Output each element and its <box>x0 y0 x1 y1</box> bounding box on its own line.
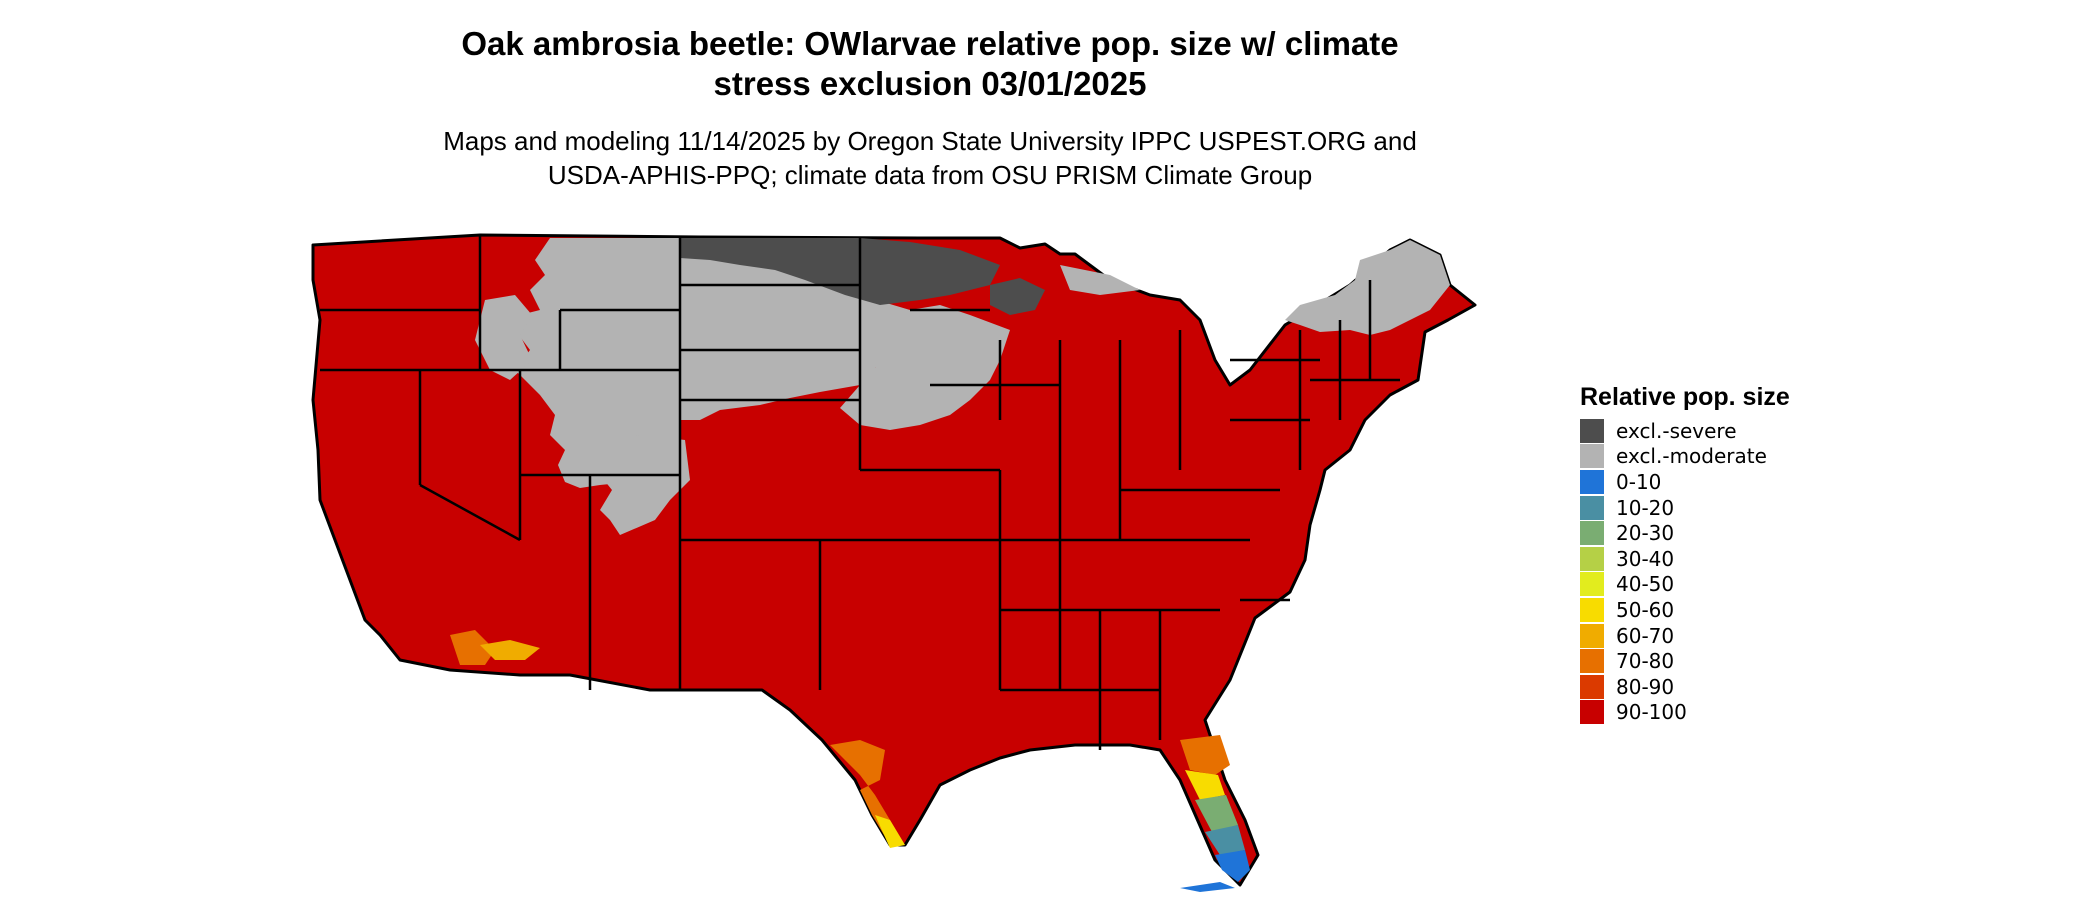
legend-swatch <box>1580 623 1604 648</box>
map-subtitle-line-1: Maps and modeling 11/14/2025 by Oregon S… <box>443 126 1417 156</box>
range-az <box>480 640 540 660</box>
map-subtitle: Maps and modeling 11/14/2025 by Oregon S… <box>330 124 1530 192</box>
legend-swatch <box>1580 649 1604 674</box>
us-risk-map <box>311 233 1477 892</box>
legend-item: 40-50 <box>1580 572 1790 598</box>
state-boundaries <box>320 235 1400 750</box>
legend-label: excl.-moderate <box>1616 444 1767 469</box>
legend-label: 70-80 <box>1616 649 1675 674</box>
excl-severe-wisconsin <box>990 278 1045 315</box>
legend-item: excl.-moderate <box>1580 444 1790 470</box>
excl-moderate-rockies <box>475 295 532 380</box>
legend-item: 50-60 <box>1580 597 1790 623</box>
legend-swatch <box>1580 674 1604 699</box>
legend-swatch <box>1580 700 1604 725</box>
excl-moderate-colorado <box>600 435 690 535</box>
range-florida-70-80 <box>1180 735 1230 775</box>
excl-severe-dakota-minnesota <box>680 238 1000 305</box>
legend-item: 10-20 <box>1580 495 1790 521</box>
range-florida-10-20 <box>1205 825 1245 855</box>
legend-swatch <box>1580 597 1604 622</box>
legend-title: Relative pop. size <box>1580 383 1790 411</box>
legend-label: 0-10 <box>1616 469 1662 494</box>
legend-item: 80-90 <box>1580 674 1790 700</box>
legend-label: 80-90 <box>1616 674 1675 699</box>
range-florida-20-30 <box>1195 795 1238 832</box>
legend-swatch <box>1580 444 1604 469</box>
legend-item: 20-30 <box>1580 520 1790 546</box>
legend-swatch <box>1580 495 1604 520</box>
excl-moderate-new-england <box>1285 240 1450 335</box>
legend-swatch <box>1580 469 1604 494</box>
legend-swatch <box>1580 546 1604 571</box>
excl-moderate-north-plains <box>515 238 1010 488</box>
range-florida-keys <box>1180 882 1235 892</box>
map-subtitle-line-2: USDA-APHIS-PPQ; climate data from OSU PR… <box>547 160 1313 190</box>
range-south-texas-tip <box>875 815 905 848</box>
range-florida-0-10 <box>1215 850 1250 882</box>
map-legend: Relative pop. size excl.-severe excl.-mod… <box>1580 382 1790 725</box>
legend-label: 60-70 <box>1616 623 1675 648</box>
legend-label: 20-30 <box>1616 521 1675 546</box>
map-title-line-1: Oak ambrosia beetle: OWlarvae relative p… <box>461 25 1399 62</box>
legend-item: 60-70 <box>1580 623 1790 649</box>
legend-item: 70-80 <box>1580 648 1790 674</box>
map-title-line-2: stress exclusion 03/01/2025 <box>713 65 1147 102</box>
legend-swatch <box>1580 572 1604 597</box>
excl-moderate-michigan-up <box>1060 265 1140 295</box>
range-florida-50-60 <box>1185 770 1225 800</box>
range-socal <box>450 630 495 665</box>
legend-item: 30-40 <box>1580 546 1790 572</box>
legend-item: 0-10 <box>1580 469 1790 495</box>
legend-swatch <box>1580 418 1604 443</box>
map-title: Oak ambrosia beetle: OWlarvae relative p… <box>330 24 1530 104</box>
legend-label: 30-40 <box>1616 546 1675 571</box>
legend-label: 50-60 <box>1616 597 1675 622</box>
legend-swatch <box>1580 521 1604 546</box>
legend-item: excl.-severe <box>1580 418 1790 444</box>
legend-label: 40-50 <box>1616 572 1675 597</box>
legend-item: 90-100 <box>1580 700 1790 726</box>
legend-items: excl.-severe excl.-moderate 0-10 10-20 20-30… <box>1580 418 1790 725</box>
legend-label: 90-100 <box>1616 700 1687 725</box>
legend-label: excl.-severe <box>1616 418 1737 443</box>
legend-label: 10-20 <box>1616 495 1675 520</box>
